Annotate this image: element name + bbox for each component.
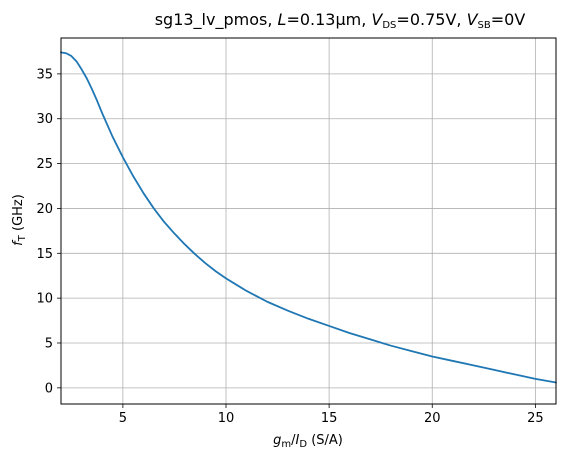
- x-tick-label: 20: [424, 411, 441, 426]
- y-tick-label: 30: [36, 112, 53, 127]
- x-tick-label: 25: [527, 411, 544, 426]
- plot-area: [61, 38, 556, 404]
- x-axis: 5 10 15 20 25: [119, 404, 544, 426]
- series-line: [60, 51, 557, 384]
- y-tick-label: 0: [45, 381, 53, 396]
- x-tick-label: 10: [218, 411, 235, 426]
- y-tick-label: 25: [36, 157, 53, 172]
- grid: [61, 38, 556, 404]
- plot-frame: [60, 37, 557, 405]
- series-layer: [60, 51, 557, 384]
- x-tick-label: 15: [321, 411, 338, 426]
- y-tick-label: 15: [36, 247, 53, 262]
- y-tick-label: 10: [36, 292, 53, 307]
- y-tick-label: 5: [45, 337, 53, 352]
- y-tick-label: 35: [36, 67, 53, 82]
- chart-title: sg13_lv_pmos, L=0.13µm, VDS=0.75V, VSB=0…: [155, 10, 526, 31]
- x-tick-label: 5: [119, 411, 127, 426]
- y-tick-label: 20: [36, 202, 53, 217]
- y-axis: 0 5 10 15 20 25 30 35: [36, 67, 61, 396]
- y-axis-label: fT (GHz): [11, 194, 28, 246]
- x-axis-label: gm/ID (S/A): [273, 433, 343, 450]
